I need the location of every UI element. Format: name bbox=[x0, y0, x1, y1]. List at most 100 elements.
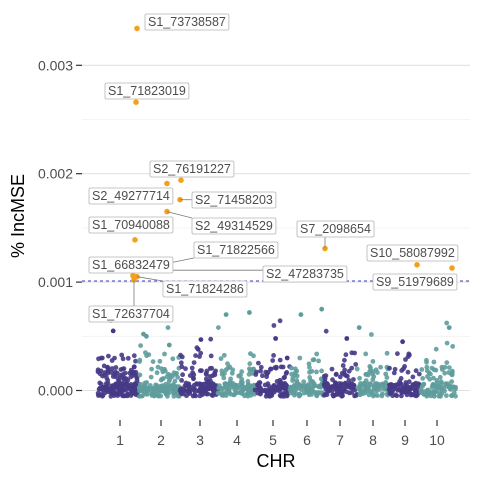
snp-point bbox=[443, 381, 448, 387]
snp-point bbox=[178, 360, 184, 366]
snp-point bbox=[275, 384, 281, 389]
snp-point bbox=[265, 369, 271, 375]
snp-point bbox=[179, 378, 185, 383]
annotation-label: S9_51979689 bbox=[372, 273, 458, 291]
snp-point bbox=[114, 370, 120, 376]
highlight-point bbox=[178, 177, 184, 183]
snp-point bbox=[265, 381, 271, 387]
snp-point bbox=[131, 353, 137, 359]
snp-point bbox=[406, 379, 412, 385]
snp-point bbox=[181, 391, 187, 397]
snp-point bbox=[193, 353, 199, 358]
snp-point bbox=[444, 360, 450, 365]
snp-point bbox=[413, 368, 419, 374]
snp-point bbox=[180, 372, 186, 378]
snp-point bbox=[367, 364, 373, 369]
snp-point bbox=[371, 386, 377, 392]
snp-point bbox=[352, 350, 357, 356]
snp-point bbox=[450, 344, 456, 349]
snp-point bbox=[331, 393, 336, 399]
snp-point bbox=[120, 356, 126, 362]
snp-point bbox=[102, 372, 108, 378]
snp-point bbox=[164, 374, 170, 380]
annotation-text: S1_66832479 bbox=[92, 258, 170, 272]
snp-point bbox=[327, 387, 332, 393]
snp-point bbox=[208, 378, 213, 384]
snp-point bbox=[424, 359, 429, 365]
annotation-label: S2_49277714 bbox=[88, 187, 174, 205]
annotation-text: S2_49314529 bbox=[195, 219, 273, 233]
snp-point bbox=[391, 370, 397, 376]
snp-point bbox=[331, 384, 337, 390]
snp-point bbox=[354, 366, 360, 372]
snp-point bbox=[128, 367, 134, 373]
snp-point bbox=[207, 374, 213, 379]
snp-point bbox=[194, 382, 200, 387]
annotation-label: S2_71458203 bbox=[191, 191, 277, 209]
snp-point bbox=[436, 393, 442, 399]
snp-point bbox=[405, 354, 411, 360]
snp-point bbox=[270, 358, 276, 363]
snp-point bbox=[405, 369, 411, 375]
snp-point bbox=[428, 371, 433, 377]
x-axis-title: CHR bbox=[257, 451, 296, 471]
annotation-box bbox=[144, 13, 230, 31]
snp-point bbox=[397, 381, 403, 386]
snp-point bbox=[399, 368, 405, 373]
snp-point bbox=[358, 381, 363, 386]
snp-point bbox=[110, 328, 116, 334]
snp-point bbox=[206, 386, 212, 392]
data-points bbox=[95, 306, 458, 399]
snp-point bbox=[349, 390, 355, 395]
snp-point bbox=[199, 391, 205, 397]
snp-point bbox=[340, 363, 346, 368]
y-tick-label: 0.000 bbox=[38, 383, 73, 399]
snp-point bbox=[415, 381, 421, 387]
snp-point bbox=[117, 375, 123, 381]
snp-point bbox=[311, 383, 317, 389]
snp-point bbox=[251, 353, 256, 359]
annotation-text: S1_70940088 bbox=[92, 218, 170, 232]
annotation-text: S1_71822566 bbox=[197, 243, 275, 257]
snp-point bbox=[340, 393, 345, 399]
highlight-point bbox=[164, 208, 170, 215]
x-tick-label: 3 bbox=[196, 432, 204, 448]
snp-point bbox=[307, 375, 313, 380]
snp-point bbox=[131, 383, 136, 388]
highlighted-points bbox=[130, 25, 455, 283]
snp-point bbox=[289, 371, 294, 377]
snp-point bbox=[120, 385, 125, 391]
snp-point bbox=[356, 325, 362, 330]
snp-point bbox=[100, 385, 106, 391]
snp-point bbox=[307, 365, 312, 370]
snp-point bbox=[274, 364, 279, 370]
snp-point bbox=[156, 387, 161, 393]
snp-point bbox=[248, 384, 254, 390]
snp-point bbox=[198, 337, 204, 342]
snp-point bbox=[268, 366, 274, 372]
snp-point bbox=[172, 389, 178, 395]
snp-point bbox=[144, 353, 150, 359]
snp-point bbox=[319, 368, 324, 374]
snp-point bbox=[195, 346, 201, 352]
snp-point bbox=[223, 312, 229, 317]
x-tick-label: 6 bbox=[303, 432, 311, 448]
snp-point bbox=[257, 386, 263, 392]
x-tick-label: 7 bbox=[336, 432, 344, 448]
annotation-text: S1_72637704 bbox=[92, 307, 170, 321]
annotation-box bbox=[88, 305, 174, 323]
x-tick-label: 10 bbox=[429, 432, 445, 448]
snp-point bbox=[230, 367, 236, 373]
snp-point bbox=[203, 376, 209, 382]
annotation-box bbox=[366, 244, 459, 262]
snp-point bbox=[279, 382, 285, 388]
snp-point bbox=[240, 380, 245, 385]
snp-point bbox=[304, 389, 309, 395]
snp-point bbox=[424, 368, 430, 374]
snp-point bbox=[367, 369, 372, 375]
snp-point bbox=[223, 367, 229, 373]
snp-point bbox=[294, 378, 300, 383]
snp-point bbox=[170, 356, 176, 362]
annotation-box bbox=[296, 220, 375, 238]
x-tick-label: 9 bbox=[401, 432, 409, 448]
